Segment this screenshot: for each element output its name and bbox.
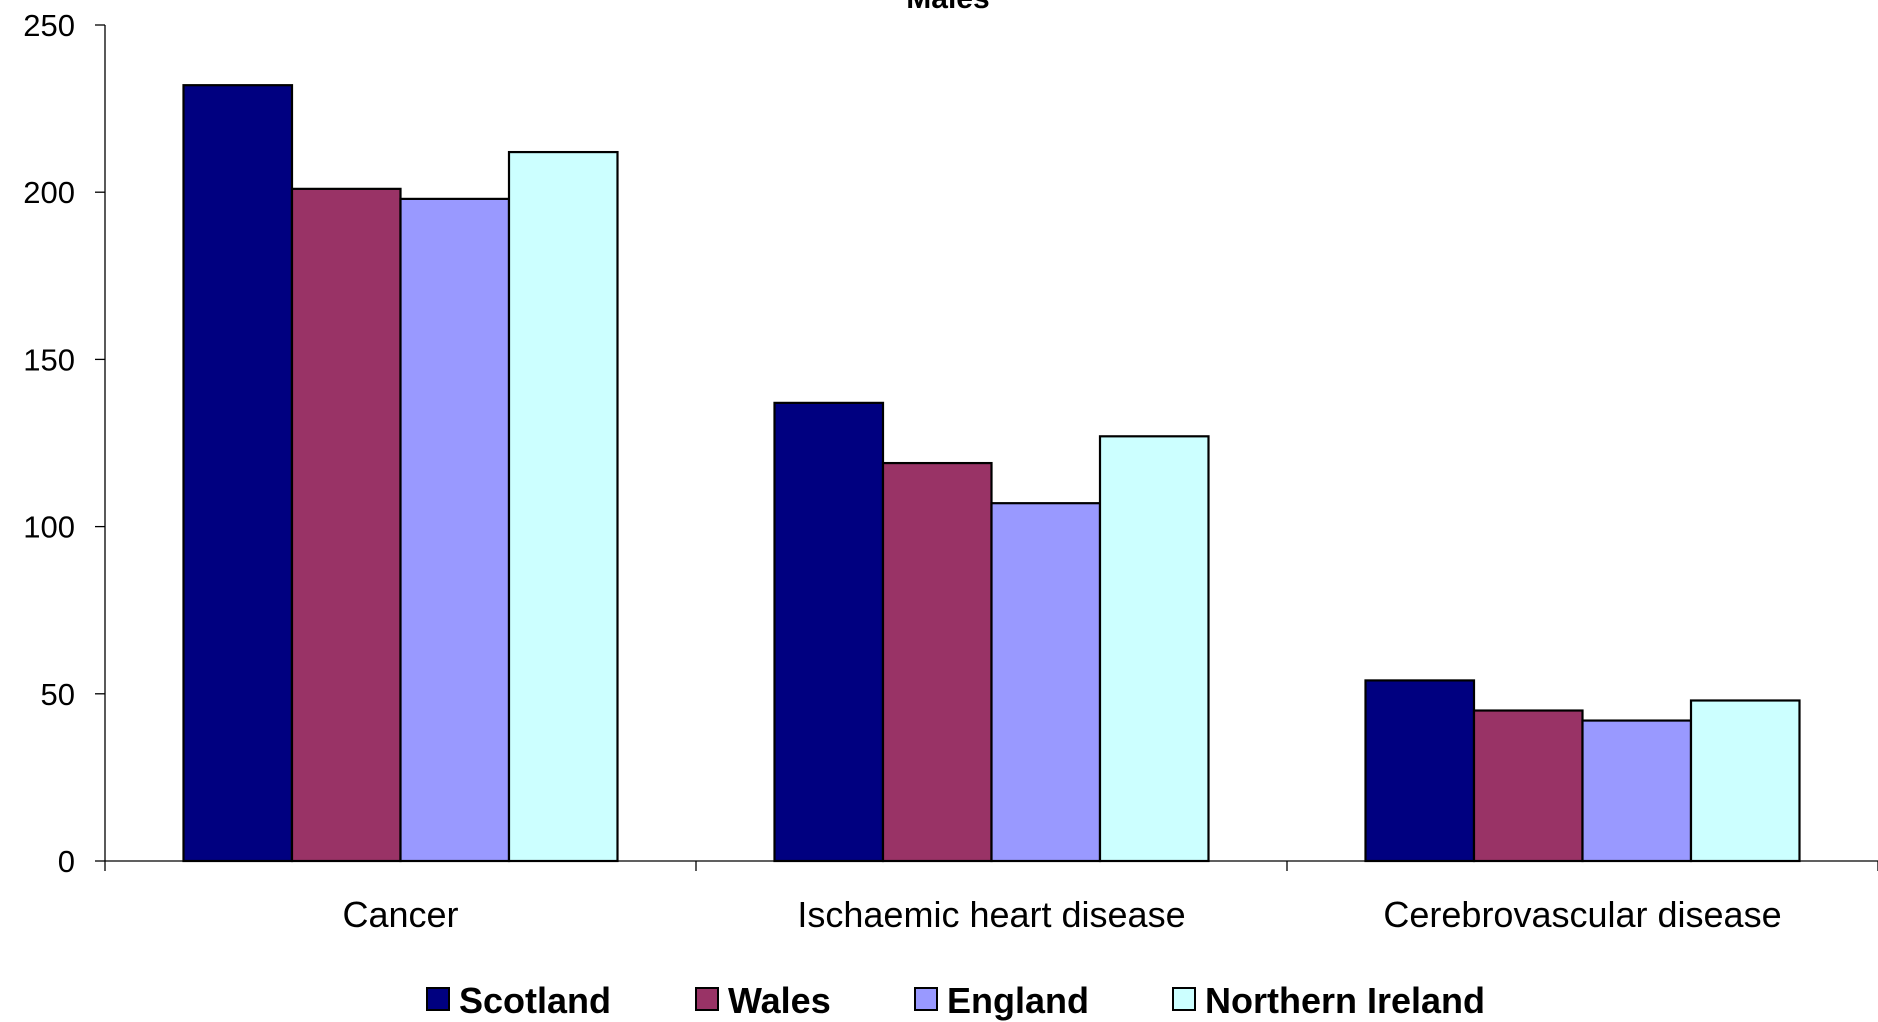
chart-title: Males <box>906 0 989 15</box>
y-tick-label: 250 <box>23 8 75 43</box>
x-tick-label: Cerebrovascular disease <box>1383 894 1781 935</box>
legend-swatch <box>914 987 938 1011</box>
x-tick-label: Cancer <box>342 894 458 935</box>
x-tick-label: Ischaemic heart disease <box>797 894 1185 935</box>
legend-swatch <box>1172 987 1196 1011</box>
bar-england-1 <box>990 502 1102 863</box>
legend: Scotland Wales England Northern Ireland <box>426 980 1485 1021</box>
y-tick-label: 150 <box>23 342 75 377</box>
bar-wales-1 <box>881 461 993 863</box>
x-axis: Cancer Ischaemic heart disease Cerebrovasc… <box>104 860 1878 935</box>
y-tick-label: 0 <box>58 844 75 879</box>
y-tick-label: 50 <box>41 677 75 712</box>
legend-label: Scotland <box>459 980 611 1021</box>
y-axis: 0 50 100 150 200 250 <box>23 8 106 879</box>
bar-northern-ireland-1 <box>1098 435 1210 863</box>
bar-england-2 <box>1581 719 1693 863</box>
legend-label: England <box>947 980 1089 1021</box>
bars <box>182 84 1801 863</box>
bar-wales-2 <box>1472 709 1584 863</box>
legend-label: Northern Ireland <box>1205 980 1485 1021</box>
bar-england-0 <box>399 197 511 863</box>
bar-scotland-1 <box>773 401 885 863</box>
bar-scotland-2 <box>1364 679 1476 863</box>
legend-swatch <box>426 987 450 1011</box>
bar-northern-ireland-0 <box>507 150 619 863</box>
bar-northern-ireland-2 <box>1689 699 1801 863</box>
y-tick-label: 200 <box>23 175 75 210</box>
legend-swatch <box>695 987 719 1011</box>
y-tick-label: 100 <box>23 510 75 545</box>
legend-label: Wales <box>728 980 831 1021</box>
bar-wales-0 <box>290 187 402 863</box>
bar-scotland-0 <box>182 84 294 863</box>
